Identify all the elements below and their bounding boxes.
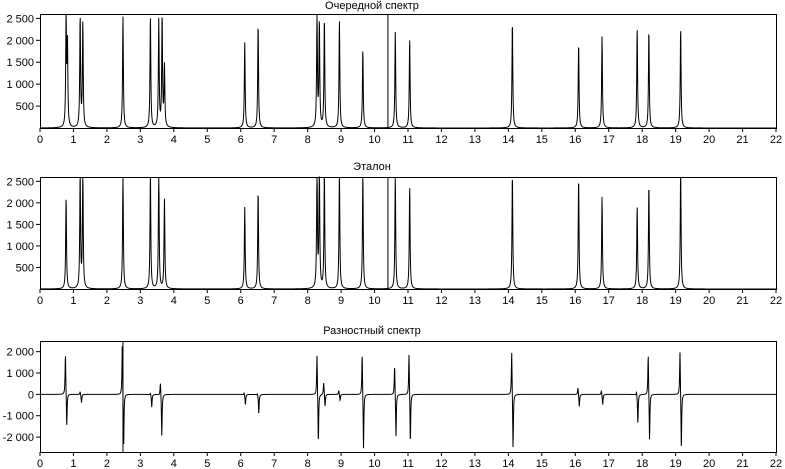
x-tick-label: 2 [104,458,110,469]
x-tick-label: 13 [469,134,481,146]
y-tick-label: 500 [16,101,34,113]
x-tick-label: 8 [305,134,311,146]
x-tick-label: 8 [305,295,311,307]
x-tick-label: 13 [469,295,481,307]
spectrum-line [40,176,776,290]
x-tick-label: 14 [502,458,514,469]
chart-title: Очередной спектр [325,0,419,12]
spectrum-line [40,13,776,129]
x-tick-label: 5 [204,295,210,307]
x-tick-label: 18 [636,458,648,469]
x-tick-label: 3 [137,295,143,307]
x-tick-label: 7 [271,458,277,469]
x-tick-label: 16 [569,134,581,146]
x-tick-label: 10 [368,134,380,146]
x-tick-label: 2 [104,295,110,307]
x-tick-label: 10 [368,295,380,307]
x-tick-label: 11 [402,295,413,307]
x-tick-label: 21 [736,295,748,307]
x-tick-label: 6 [238,134,244,146]
y-tick-label: 2 500 [6,176,34,188]
y-tick-label: -1 000 [3,411,34,423]
y-tick-label: 2 500 [6,13,34,25]
x-tick-label: 21 [736,458,748,469]
x-tick-label: 9 [338,134,344,146]
chart-title: Эталон [353,161,391,173]
x-tick-label: 1 [70,458,76,469]
x-tick-label: 18 [636,295,648,307]
x-tick-label: 4 [171,458,177,469]
x-tick-label: 19 [670,295,682,307]
y-tick-label: 1 000 [6,368,34,380]
x-tick-label: 4 [171,295,177,307]
x-tick-label: 7 [271,295,277,307]
x-tick-label: 16 [569,458,581,469]
x-tick-label: 6 [238,295,244,307]
x-tick-label: 20 [703,458,715,469]
x-tick-label: 12 [435,295,447,307]
x-tick-label: 22 [770,295,782,307]
x-tick-label: 3 [137,458,143,469]
x-tick-label: 21 [736,134,748,146]
x-tick-label: 22 [770,134,782,146]
y-tick-label: 0 [28,389,34,401]
x-tick-label: 5 [204,134,210,146]
x-tick-label: 11 [402,458,413,469]
x-tick-label: 17 [603,458,615,469]
x-tick-label: 13 [469,458,481,469]
x-tick-label: 0 [37,458,43,469]
panel-current-spectrum: Очередной спектр 0 1 2 3 4 5 6 7 8 9 10 11 12 13 14 15 1… [6,0,782,146]
x-tick-label: 15 [536,134,548,146]
y-tick-label: 1 000 [6,241,34,253]
x-tick-label: 0 [37,134,43,146]
x-tick-label: 1 [70,295,76,307]
spectrum-line [40,346,776,449]
panel-difference-spectrum: Разностный спектр 0 1 2 3 4 5 6 7 8 9 10 11 12 13 14 15… [3,325,782,469]
x-tick-label: 15 [536,458,548,469]
y-tick-label: 2 000 [6,198,34,210]
x-tick-label: 4 [171,134,177,146]
x-tick-label: 9 [338,295,344,307]
x-tick-label: 15 [536,295,548,307]
y-tick-label: 2 000 [6,35,34,47]
y-tick-label: 2 000 [6,347,34,359]
x-tick-label: 11 [402,134,413,146]
x-tick-label: 17 [603,295,615,307]
x-tick-label: 3 [137,134,143,146]
x-tick-label: 8 [305,458,311,469]
y-tick-label: 1 500 [6,57,34,69]
y-tick-label: 500 [16,262,34,274]
x-tick-label: 12 [435,458,447,469]
x-tick-label: 1 [70,134,76,146]
x-tick-label: 12 [435,134,447,146]
chart-title: Разностный спектр [323,325,421,337]
x-tick-label: 20 [703,295,715,307]
x-tick-label: 20 [703,134,715,146]
x-tick-label: 5 [204,458,210,469]
x-tick-label: 9 [338,458,344,469]
x-tick-label: 19 [670,458,682,469]
x-tick-label: 0 [37,295,43,307]
y-tick-label: 1 500 [6,219,34,231]
x-tick-label: 14 [502,134,514,146]
x-tick-label: 18 [636,134,648,146]
x-tick-label: 10 [368,458,380,469]
x-tick-label: 22 [770,458,782,469]
x-tick-label: 16 [569,295,581,307]
x-tick-label: 2 [104,134,110,146]
x-tick-label: 7 [271,134,277,146]
panel-reference-spectrum: Эталон 0 1 2 3 4 5 6 7 8 9 10 11 12 13 14 15 16 17 18 19 20 2… [6,161,782,307]
y-tick-label: 1 000 [6,79,34,91]
x-tick-label: 17 [603,134,615,146]
y-tick-label: -2 000 [3,432,34,444]
x-tick-label: 14 [502,295,514,307]
x-tick-label: 6 [238,458,244,469]
x-tick-label: 19 [670,134,682,146]
